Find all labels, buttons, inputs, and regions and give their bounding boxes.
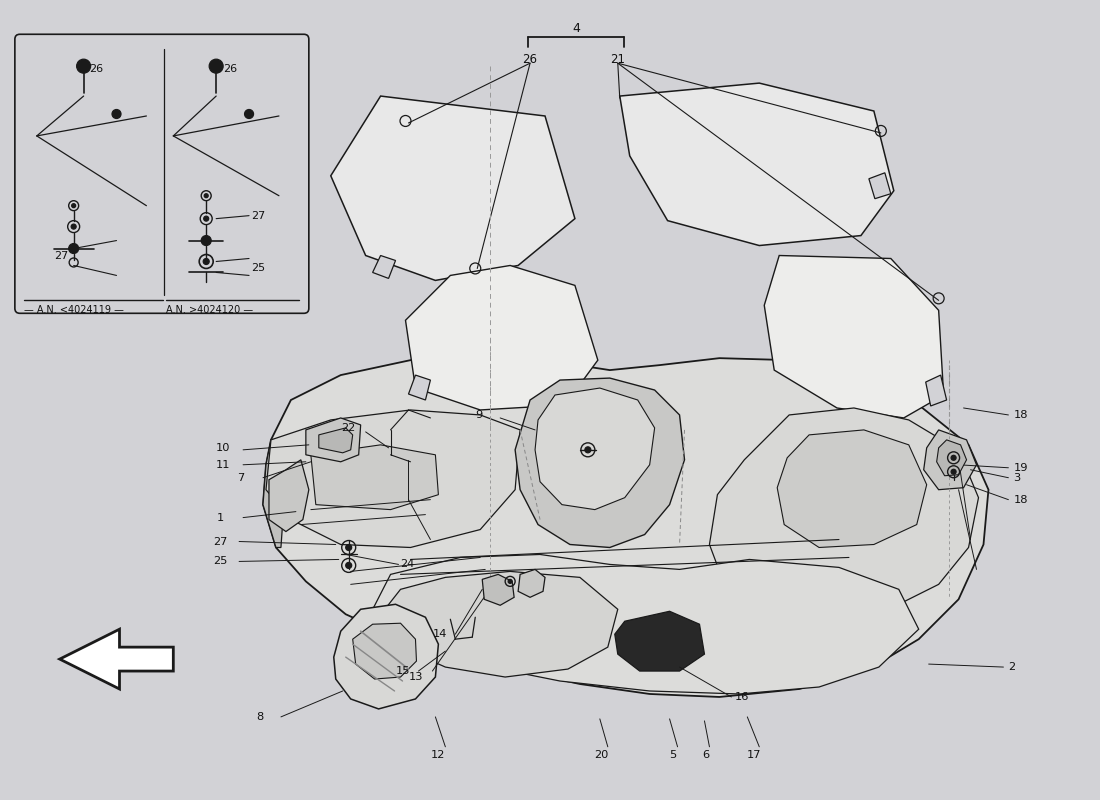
Polygon shape bbox=[406, 266, 597, 410]
Polygon shape bbox=[619, 83, 894, 246]
Text: — A.N. <4024119 —: — A.N. <4024119 — bbox=[24, 306, 123, 315]
Polygon shape bbox=[331, 96, 575, 281]
Circle shape bbox=[585, 447, 591, 453]
Circle shape bbox=[201, 235, 211, 246]
Polygon shape bbox=[482, 574, 514, 606]
Text: 20: 20 bbox=[595, 750, 609, 760]
FancyBboxPatch shape bbox=[15, 34, 309, 314]
Polygon shape bbox=[408, 375, 430, 400]
Polygon shape bbox=[263, 355, 989, 697]
Polygon shape bbox=[926, 375, 947, 406]
Polygon shape bbox=[710, 408, 979, 619]
Circle shape bbox=[77, 59, 90, 73]
Polygon shape bbox=[869, 173, 891, 198]
Polygon shape bbox=[333, 604, 439, 709]
Text: 18: 18 bbox=[1013, 494, 1027, 505]
Text: 11: 11 bbox=[217, 460, 231, 470]
Circle shape bbox=[204, 258, 209, 265]
Polygon shape bbox=[306, 418, 361, 462]
Text: 5: 5 bbox=[669, 750, 676, 760]
Text: 18: 18 bbox=[1013, 410, 1027, 420]
Polygon shape bbox=[764, 255, 944, 418]
Circle shape bbox=[345, 545, 352, 550]
Circle shape bbox=[952, 455, 956, 460]
Text: 3: 3 bbox=[1013, 473, 1021, 482]
Polygon shape bbox=[59, 630, 174, 689]
Polygon shape bbox=[266, 410, 520, 547]
Text: 25: 25 bbox=[251, 263, 265, 274]
Text: 6: 6 bbox=[702, 750, 710, 760]
Circle shape bbox=[508, 579, 513, 583]
Circle shape bbox=[952, 470, 956, 474]
Text: 21: 21 bbox=[610, 53, 625, 66]
Polygon shape bbox=[515, 378, 684, 547]
Text: 16: 16 bbox=[735, 692, 749, 702]
Polygon shape bbox=[535, 388, 654, 510]
Polygon shape bbox=[373, 255, 396, 278]
Circle shape bbox=[204, 216, 209, 221]
Text: 2: 2 bbox=[1009, 662, 1015, 672]
Text: 15: 15 bbox=[396, 666, 410, 676]
Text: 24: 24 bbox=[400, 559, 415, 570]
Circle shape bbox=[244, 110, 253, 118]
Circle shape bbox=[72, 204, 76, 208]
Circle shape bbox=[72, 224, 76, 229]
Polygon shape bbox=[263, 440, 284, 547]
Text: 26: 26 bbox=[522, 53, 538, 66]
Polygon shape bbox=[353, 623, 417, 679]
Text: 4: 4 bbox=[572, 22, 580, 34]
Polygon shape bbox=[615, 611, 704, 671]
Circle shape bbox=[205, 194, 208, 198]
Polygon shape bbox=[319, 428, 353, 453]
Text: 14: 14 bbox=[432, 629, 447, 639]
Polygon shape bbox=[270, 460, 309, 531]
Text: 1: 1 bbox=[217, 513, 224, 522]
Circle shape bbox=[345, 562, 352, 569]
Text: 27: 27 bbox=[251, 210, 265, 221]
Text: 27: 27 bbox=[54, 250, 68, 261]
Polygon shape bbox=[311, 445, 439, 510]
Polygon shape bbox=[924, 430, 977, 490]
Text: 10: 10 bbox=[217, 443, 231, 453]
Text: 26: 26 bbox=[89, 64, 103, 74]
Text: 12: 12 bbox=[431, 750, 446, 760]
Text: 17: 17 bbox=[747, 750, 761, 760]
Text: 7: 7 bbox=[238, 473, 244, 482]
Polygon shape bbox=[778, 430, 926, 547]
Text: 9: 9 bbox=[475, 410, 483, 420]
Text: 27: 27 bbox=[213, 537, 228, 546]
Circle shape bbox=[112, 110, 121, 118]
Polygon shape bbox=[937, 440, 967, 476]
Text: A.N. >4024120 —: A.N. >4024120 — bbox=[166, 306, 253, 315]
Text: 26: 26 bbox=[223, 64, 238, 74]
Text: 13: 13 bbox=[408, 672, 424, 682]
Circle shape bbox=[68, 243, 78, 254]
Text: 25: 25 bbox=[213, 557, 228, 566]
Polygon shape bbox=[368, 554, 918, 694]
Polygon shape bbox=[518, 570, 544, 598]
Circle shape bbox=[209, 59, 223, 73]
Text: 19: 19 bbox=[1013, 462, 1027, 473]
Text: 8: 8 bbox=[256, 712, 263, 722]
Polygon shape bbox=[378, 571, 618, 677]
Text: 22: 22 bbox=[341, 423, 355, 433]
